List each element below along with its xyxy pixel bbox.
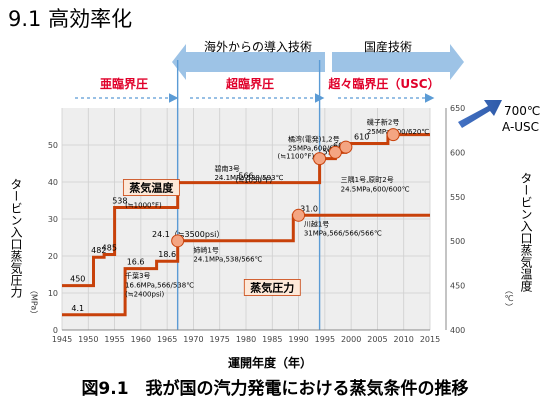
x-tick-label: 1965 [157,335,177,344]
plot-area: 0 10 20 30 40 50 400 450 500 550 600 650 1945 1950 195… [48,60,465,344]
y-right-tick-label: 450 [450,282,465,291]
series-tag-box [122,179,180,196]
y-left-tick-label: 40 [48,178,58,187]
y-left-axis-unit: （MPa） [30,286,39,318]
x-tick-label: 1990 [288,335,308,344]
tech-banner-import-label: 海外からの導入技術 [204,39,312,54]
data-label: 485 [102,244,117,253]
y-right-axis-unit: （℃） [504,286,514,311]
annotation-text: (≒2400psi) [125,291,164,299]
y-right-tick-label: 600 [450,148,465,157]
data-label: 566 [238,172,253,181]
x-tick-label: 2000 [341,335,361,344]
data-label: 450 [70,275,85,284]
tech-banner-import: 海外からの導入技術 [172,39,325,80]
annotation-text: 千葉3号 [125,271,150,280]
x-tick-label: 1975 [210,335,230,344]
plant-marker [292,208,306,222]
annotation-text: 橘湾(電発)1,2号 [288,134,340,143]
data-label: 610 [354,133,369,142]
y-left-tick-label: 50 [48,141,58,150]
y-right-tick-label: 500 [450,237,465,246]
annotation-text: 碧南3号 [214,164,239,173]
x-tick-label: 1955 [104,335,124,344]
y-right-tick-label: 400 [450,326,465,335]
x-tick-label: 1960 [131,335,151,344]
x-tick-label: 1945 [52,335,72,344]
annotation-text: 25MPa,600/610℃ [288,145,350,153]
data-label: 4.1 [71,304,84,313]
era-label-subcritical: 亜臨界圧 [100,76,148,91]
annotation-text: 16.6MPa,566/538℃ [125,281,194,289]
series-line-temperature [62,133,430,288]
plant-marker [386,128,400,142]
future-label-ausc: A-USC [502,120,539,134]
a-usc-arrow [458,100,502,128]
x-tick-label: 1950 [78,335,98,344]
annotation-text: 川越1号 [304,219,329,228]
tech-banner-domestic-label: 国産技術 [364,39,412,54]
series-tag: 蒸気圧力 [250,280,294,294]
annotation-text: 三隅1号,原町2号 [341,175,394,184]
y-left-tick-label: 30 [48,215,58,224]
x-tick-label: 2010 [394,335,414,344]
annotation-text: 31MPa,566/566/566℃ [304,230,382,238]
x-tick-label: 2015 [420,335,440,344]
data-label: 31.0 [300,204,318,213]
annotation-text: (≒1050°F) [235,177,272,185]
y-left-tick-label: 20 [48,252,58,261]
y-left-tick-label: 0 [53,326,58,335]
data-label: 16.6 [127,258,145,267]
y-right-tick-label: 650 [450,104,465,113]
figure-caption: 図9.1 我が国の汽力発電における蒸気条件の推移 [81,379,469,399]
y-right-axis-title: タービン入口蒸気温度 [519,172,533,292]
y-right-tick-label: 550 [450,193,465,202]
x-tick-label: 1980 [236,335,256,344]
data-label: 482 [91,246,106,255]
era-label-usc: 超々臨界圧（USC） [327,76,439,91]
annotation-text: (≒1000°F) [125,201,162,209]
annotation-text: (≒1100°F) [278,153,315,161]
future-label-temperature: 700℃ [504,104,540,118]
series-tag-box [243,279,301,296]
annotation-text: 24.1MPa,538/593℃ [214,174,283,182]
plant-marker [313,152,327,166]
x-tick-label: 2005 [367,335,387,344]
tech-banner-domestic: 国産技術 [332,39,464,80]
series-tag: 蒸気温度 [129,181,174,195]
page-title: 9.1 高効率化 [8,7,133,31]
data-label: 24.1（≒3500psi） [152,230,224,239]
data-label: 18.6 [158,250,176,259]
annotation-text: 磯子新2号 [367,118,399,127]
y-left-tick-label: 10 [48,289,58,298]
plant-marker [339,140,353,154]
x-tick-label: 1985 [262,335,282,344]
annotation-text: 24.5MPa,600/600℃ [341,185,410,193]
annotation-text: 姉崎1号 [193,245,218,254]
plant-marker [171,234,185,248]
annotation-text: 24.1MPa,538/566℃ [193,256,262,264]
y-left-axis-title: タービン入口蒸気圧力 [9,178,23,299]
data-label: 538 [112,196,127,205]
plant-marker [328,145,342,159]
x-tick-label: 1995 [315,335,335,344]
x-axis-title: 運開年度（年） [228,355,312,370]
era-label-supercritical: 超臨界圧 [225,76,274,91]
x-tick-label: 1970 [183,335,203,344]
